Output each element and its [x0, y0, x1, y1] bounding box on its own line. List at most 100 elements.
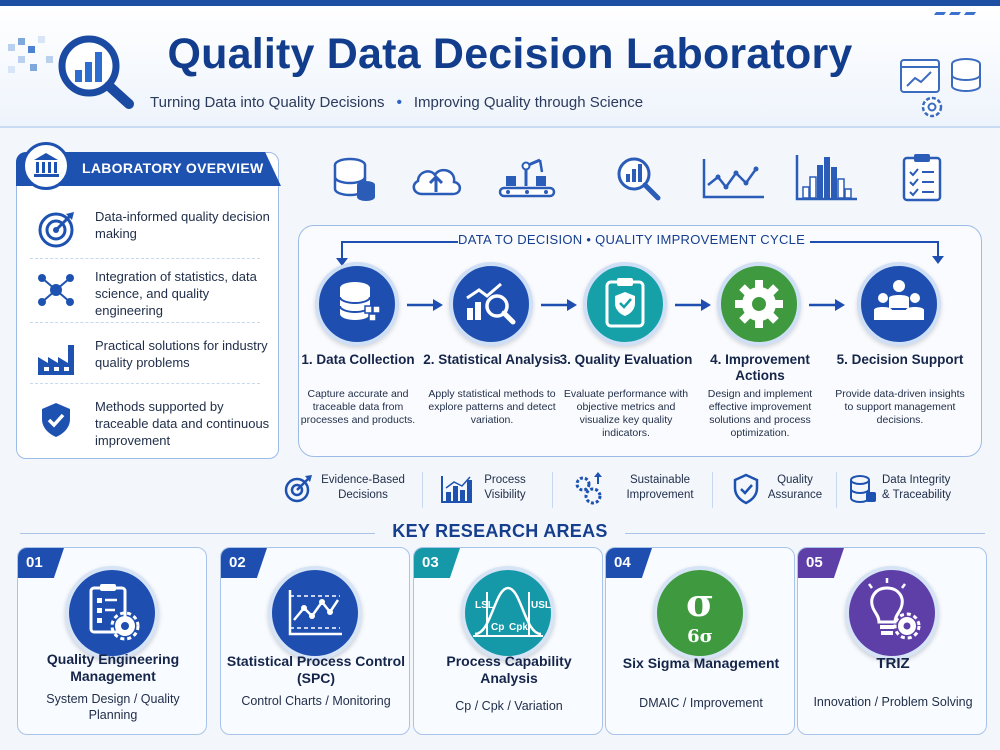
- divider: [422, 472, 423, 508]
- card-title: Statistical Process Control (SPC): [226, 653, 406, 686]
- benefit-item: Quality Assurance: [732, 470, 832, 510]
- research-card[interactable]: 05 TRIZ Innovation / Problem Solving: [797, 547, 987, 735]
- cycle-return-arrow: [336, 241, 944, 266]
- team-icon: [857, 262, 941, 346]
- benefit-label: Quality Assurance: [767, 474, 823, 501]
- cycle-title: DATA TO DECISION • QUALITY IMPROVEMENT C…: [458, 232, 806, 247]
- benefit-label: Process Visibility: [484, 474, 526, 501]
- benefit-label: Sustainable Improvement: [626, 474, 694, 501]
- six-sigma-label: 6σ: [687, 626, 713, 647]
- shield-check-icon: [733, 473, 759, 505]
- card-title: Process Capability Analysis: [446, 653, 572, 686]
- analysis-icon: [449, 262, 533, 346]
- flow-arrow-icon: [541, 299, 577, 311]
- cpk-label: Cpk: [509, 622, 528, 633]
- subtitle-left: Turning Data into Quality Decisions: [150, 94, 385, 111]
- divider: [712, 472, 713, 508]
- building-icon: [22, 142, 70, 190]
- card-subtitle: DMAIC / Improvement: [639, 696, 763, 710]
- overview-item-text: Integration of statistics, data science,…: [95, 269, 257, 318]
- divider: [625, 533, 985, 534]
- step-title: 1. Data Collection: [301, 352, 415, 367]
- research-card[interactable]: 02 Statistical Process Control (SPC) Con…: [220, 547, 410, 735]
- benefit-item: Data Integrity & Traceability: [848, 470, 988, 510]
- network-icon: [36, 270, 76, 310]
- card-number: 04: [606, 548, 652, 578]
- research-title: KEY RESEARCH AREAS: [392, 521, 608, 541]
- clipboard-gear-icon: [65, 566, 159, 660]
- overview-item-text: Methods supported by traceable data and …: [95, 399, 270, 448]
- top-bar: [0, 0, 1000, 6]
- step-description: Provide data-driven insights to support …: [835, 388, 965, 426]
- benefit-label: Data Integrity & Traceability: [882, 474, 952, 501]
- cycle-panel: [298, 225, 982, 457]
- step-description: Evaluate performance with objective metr…: [563, 388, 689, 439]
- decor-stripe: [933, 12, 947, 15]
- flow-arrow-icon: [809, 299, 845, 311]
- bar-chart-icon: [441, 476, 472, 503]
- gears-arrows-icon: [575, 472, 602, 505]
- divider: [30, 383, 260, 384]
- subtitle-right: Improving Quality through Science: [413, 94, 644, 111]
- factory-icon: [36, 339, 76, 379]
- header-band: [0, 6, 1000, 128]
- control-chart-icon: [268, 566, 362, 660]
- cloud-upload-icon: [412, 168, 462, 196]
- cp-label: Cp: [491, 622, 504, 633]
- histogram-icon: [795, 155, 857, 201]
- overview-item: Data-informed quality decision making: [30, 208, 270, 268]
- card-subtitle: Innovation / Problem Solving: [813, 695, 973, 709]
- research-card[interactable]: 01 Quality Engineering Management System…: [17, 547, 207, 735]
- divider: [30, 258, 260, 259]
- shield-check-icon: [36, 400, 76, 440]
- capability-curve-icon: LSL USL Cp Cpk: [461, 566, 555, 660]
- page-subtitle: Turning Data into Quality Decisions • Impr…: [150, 94, 870, 111]
- usl-label: USL: [531, 600, 551, 611]
- step-description: Apply statistical methods to explore pat…: [428, 388, 556, 426]
- dashboard-db-gear-icon: [900, 58, 981, 118]
- research-card[interactable]: 03 LSL USL Cp Cpk Process Capability Ana…: [413, 547, 603, 735]
- lightbulb-gear-icon: [845, 566, 939, 660]
- card-subtitle: System Design / Quality Planning: [46, 692, 180, 722]
- divider: [20, 533, 375, 534]
- clipboard-shield-icon: [583, 262, 667, 346]
- flow-arrow-icon: [407, 299, 443, 311]
- overview-item: Practical solutions for industry quality…: [30, 337, 270, 397]
- step-title: 4. Improvement Actions: [710, 352, 810, 383]
- step-title: 2. Statistical Analysis: [423, 352, 561, 367]
- lsl-label: LSL: [475, 600, 494, 611]
- benefit-item: Sustainable Improvement: [572, 470, 712, 510]
- benefit-item: Process Visibility: [440, 470, 540, 510]
- gear-icon: [717, 262, 801, 346]
- subtitle-separator: •: [396, 94, 402, 111]
- card-number: 01: [18, 548, 64, 578]
- sigma-symbol: σ: [686, 580, 714, 625]
- card-subtitle: Control Charts / Monitoring: [241, 694, 391, 708]
- sigma-icon: σ 6σ: [653, 566, 747, 660]
- target-icon: [36, 210, 76, 250]
- card-title: Quality Engineering Management: [46, 651, 180, 684]
- overview-item: Integration of statistics, data science,…: [30, 268, 270, 328]
- magnifier-chart-icon: [617, 157, 661, 201]
- benefit-label: Evidence-Based Decisions: [321, 474, 405, 501]
- benefit-item: Evidence-Based Decisions: [283, 470, 413, 510]
- research-card[interactable]: 04 σ 6σ Six Sigma Management DMAIC / Imp…: [605, 547, 795, 735]
- checklist-icon: [902, 154, 942, 202]
- decor-stripe: [963, 12, 977, 15]
- step-title: 5. Decision Support: [836, 352, 964, 367]
- card-title: TRIZ: [876, 655, 910, 672]
- database-icon: [333, 157, 375, 201]
- divider: [552, 472, 553, 508]
- step-description: Capture accurate and traceable data from…: [300, 388, 416, 426]
- flow-arrow-icon: [675, 299, 711, 311]
- database-icon: [315, 262, 399, 346]
- card-number: 02: [221, 548, 267, 578]
- overview-item-text: Practical solutions for industry quality…: [95, 338, 268, 370]
- step-title: 3. Quality Evaluation: [559, 352, 693, 367]
- overview-title: LABORATORY OVERVIEW: [82, 160, 264, 176]
- divider: [836, 472, 837, 508]
- conveyor-robot-icon: [498, 158, 556, 198]
- card-number: 05: [798, 548, 844, 578]
- page-title: Quality Data Decision Laboratory: [167, 30, 853, 78]
- divider: [30, 322, 260, 323]
